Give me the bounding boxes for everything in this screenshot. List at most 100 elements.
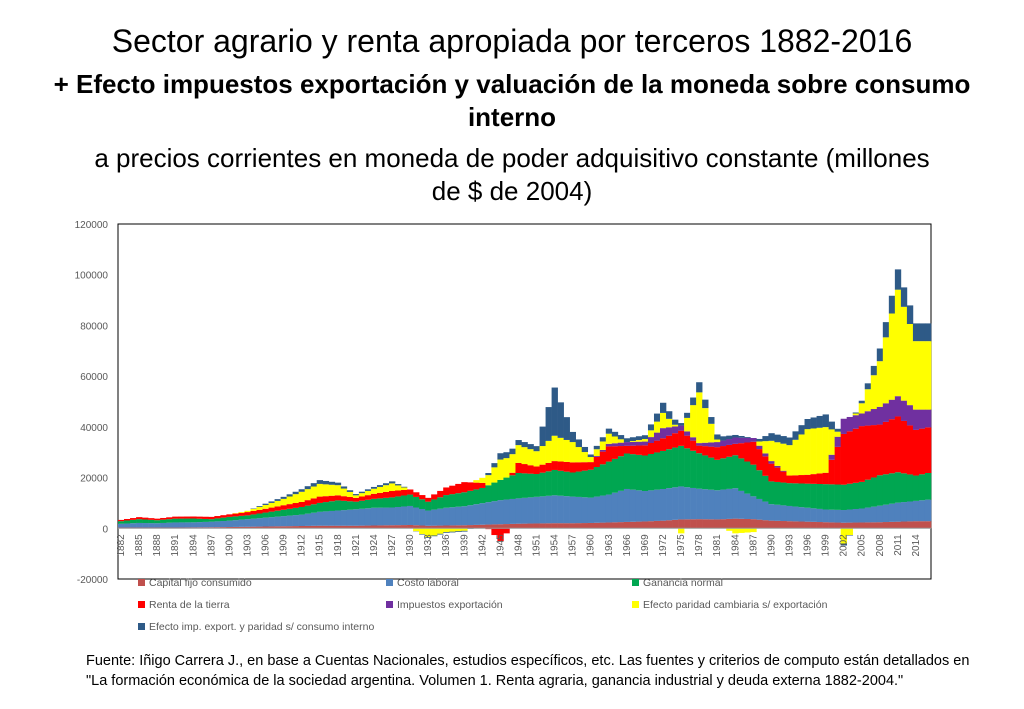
bar-segment xyxy=(684,487,691,520)
bar-segment xyxy=(208,521,215,528)
bar-segment xyxy=(419,509,426,526)
bar-segment xyxy=(816,484,823,509)
bar-segment xyxy=(912,429,920,476)
bar-segment xyxy=(515,462,522,473)
bar-segment xyxy=(870,365,878,376)
bar-segment xyxy=(358,508,366,526)
bar-segment xyxy=(852,509,860,523)
bar-segment xyxy=(395,484,402,486)
bar-segment xyxy=(611,443,619,447)
bar-segment xyxy=(672,426,679,434)
legend-label: Efecto paridad cambiaria s/ exportación xyxy=(643,599,828,611)
bar-segment xyxy=(346,497,354,502)
bar-segment xyxy=(611,446,619,459)
bar-segment xyxy=(684,519,691,529)
bar-segment xyxy=(473,489,480,505)
bar-segment xyxy=(268,511,275,518)
bar-segment xyxy=(352,497,360,502)
bar-segment xyxy=(214,527,221,529)
bar-segment xyxy=(702,489,709,520)
bar-segment xyxy=(274,500,281,507)
bar-segment xyxy=(792,431,799,440)
bar-segment xyxy=(702,442,709,447)
bar-segment xyxy=(876,424,884,476)
x-tick-label: 1954 xyxy=(550,534,561,557)
x-tick-label: 1972 xyxy=(658,534,669,557)
bar-segment xyxy=(358,493,366,497)
bar-segment xyxy=(160,519,167,523)
bar-segment xyxy=(587,457,595,463)
bar-segment xyxy=(485,475,492,486)
bar-segment xyxy=(720,446,727,459)
bar-segment xyxy=(635,445,643,455)
bar-segment xyxy=(262,512,269,518)
bar-segment xyxy=(304,513,312,526)
bar-segment xyxy=(906,305,914,324)
bar-segment xyxy=(684,448,691,488)
bar-segment xyxy=(370,493,378,499)
bar-segment xyxy=(666,435,673,450)
bar-segment xyxy=(425,510,432,526)
bar-segment xyxy=(316,483,324,497)
bar-segment xyxy=(274,526,281,529)
bar-segment xyxy=(118,519,125,522)
bar-segment xyxy=(503,458,510,478)
bar-segment xyxy=(762,520,769,529)
bar-segment xyxy=(376,485,384,487)
bar-segment xyxy=(382,525,390,529)
bar-segment xyxy=(286,494,293,497)
bar-segment xyxy=(389,483,396,492)
bar-segment xyxy=(497,453,504,460)
bar-segment xyxy=(690,440,697,451)
legend-swatch xyxy=(386,579,393,586)
bar-segment xyxy=(322,484,330,497)
bar-segment xyxy=(714,519,721,529)
bar-segment xyxy=(389,525,396,529)
bar-segment xyxy=(491,501,498,525)
bar-segment xyxy=(870,506,878,523)
bar-segment xyxy=(322,496,330,503)
bar-segment xyxy=(467,525,474,529)
bar-segment xyxy=(870,477,878,507)
bar-segment xyxy=(419,528,426,535)
bar-segment xyxy=(250,508,257,511)
bar-segment xyxy=(647,424,655,431)
bar-segment xyxy=(413,492,420,497)
bar-segment xyxy=(756,519,763,529)
legend-label: Ganancia normal xyxy=(643,577,723,589)
bar-segment xyxy=(575,471,583,497)
bar-segment xyxy=(744,518,751,529)
bar-segment xyxy=(672,419,679,425)
bar-segment xyxy=(382,491,390,498)
bar-segment xyxy=(256,518,263,527)
bar-segment xyxy=(497,528,504,541)
bar-segment xyxy=(431,499,438,510)
legend-label: Efecto imp. export. y paridad s/ consumo… xyxy=(149,621,374,633)
bar-segment xyxy=(226,516,233,521)
bar-segment xyxy=(563,417,570,440)
bar-segment xyxy=(581,523,589,529)
bar-segment xyxy=(322,511,330,526)
x-tick-label: 1966 xyxy=(622,534,633,557)
bar-segment xyxy=(364,489,372,491)
bar-segment xyxy=(912,521,920,529)
bar-segment xyxy=(310,504,318,513)
bar-segment xyxy=(292,515,299,527)
bar-segment xyxy=(370,488,378,494)
bar-segment xyxy=(714,439,721,443)
bar-segment xyxy=(142,519,149,524)
bar-segment xyxy=(894,472,902,503)
bar-segment xyxy=(563,461,570,472)
bar-segment xyxy=(328,481,336,485)
bar-segment xyxy=(840,418,847,434)
bar-segment xyxy=(840,528,847,544)
bar-segment xyxy=(352,494,360,496)
bar-segment xyxy=(864,411,872,426)
bar-segment xyxy=(455,493,462,507)
bar-segment xyxy=(900,287,908,307)
bar-segment xyxy=(726,444,733,457)
bar-segment xyxy=(376,486,384,493)
x-tick-label: 1891 xyxy=(170,534,181,557)
bar-segment xyxy=(617,522,625,529)
bar-segment xyxy=(611,431,619,437)
